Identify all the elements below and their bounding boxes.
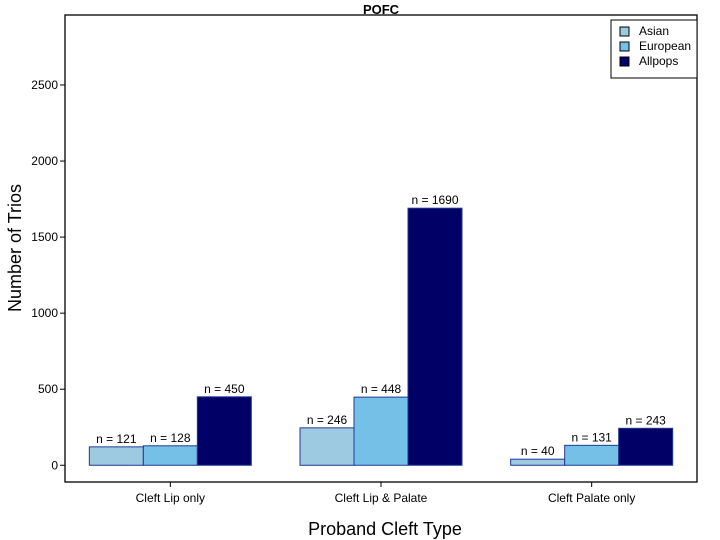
bar-european [142, 445, 198, 466]
y-tick-label: 2000 [31, 154, 58, 168]
bar-asian [299, 427, 355, 466]
data-label: n = 246 [307, 413, 348, 427]
data-label: n = 128 [150, 431, 191, 445]
data-label: n = 121 [96, 432, 137, 446]
chart-title: POFC [363, 2, 400, 17]
y-axis-title: Number of Trios [5, 184, 25, 312]
legend-label: Asian [639, 24, 669, 38]
x-axis-title: Proband Cleft Type [308, 519, 462, 539]
y-tick-label: 1000 [31, 306, 58, 320]
y-tick-label: 500 [38, 382, 58, 396]
y-tick-label: 0 [51, 458, 58, 472]
x-tick-label: Cleft Lip & Palate [335, 491, 428, 505]
data-label: n = 448 [361, 382, 402, 396]
data-label: n = 131 [571, 430, 612, 444]
bars: n = 121 n = 128 n = 450 n = 246 n = 448 n = 1… [88, 193, 674, 466]
legend-label: European [639, 39, 691, 53]
data-label: n = 40 [521, 444, 555, 458]
y-tick-label: 1500 [31, 230, 58, 244]
data-label: n = 1690 [411, 193, 458, 207]
legend-swatch-asian [619, 26, 630, 37]
y-tick-label: 2500 [31, 78, 58, 92]
y-axis: 0 500 1000 1500 2000 2500 [31, 78, 65, 472]
x-tick-label: Cleft Lip only [136, 491, 205, 505]
bar-allpops [407, 207, 463, 466]
x-axis: Cleft Lip only Cleft Lip & Palate Cleft Pa… [136, 482, 635, 505]
legend-swatch-european [619, 41, 630, 52]
x-tick-label: Cleft Palate only [548, 491, 635, 505]
legend-swatch-allpops [619, 56, 630, 67]
data-label: n = 450 [204, 382, 245, 396]
bar-european [564, 444, 620, 466]
bar-european [353, 396, 409, 466]
bar-asian [88, 446, 144, 466]
legend-box [610, 19, 698, 79]
bar-allpops [618, 427, 674, 466]
data-label: n = 243 [625, 413, 666, 427]
legend-label: Allpops [639, 54, 678, 68]
bar-asian [510, 458, 566, 466]
bar-allpops [196, 396, 252, 466]
